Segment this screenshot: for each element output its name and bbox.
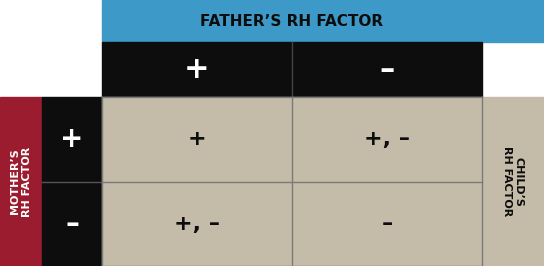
Bar [102, 97, 292, 181]
Bar [102, 42, 482, 97]
Text: –: – [381, 214, 393, 234]
Text: +: + [60, 125, 84, 153]
Text: CHILD’S
RH FACTOR: CHILD’S RH FACTOR [502, 146, 524, 217]
Bar [42, 97, 102, 266]
Bar [102, 181, 292, 266]
Text: +, –: +, – [364, 129, 410, 149]
Bar [292, 97, 482, 181]
Bar [482, 97, 544, 266]
Text: FATHER’S RH FACTOR: FATHER’S RH FACTOR [200, 14, 384, 28]
Bar [0, 97, 42, 266]
Text: –: – [65, 210, 79, 238]
Bar [292, 181, 482, 266]
Text: +: + [188, 129, 206, 149]
Text: +, –: +, – [174, 214, 220, 234]
Text: MOTHER’S
RH FACTOR: MOTHER’S RH FACTOR [10, 146, 32, 217]
Text: –: – [379, 55, 394, 84]
Text: +: + [184, 55, 210, 84]
Bar [102, 0, 544, 42]
